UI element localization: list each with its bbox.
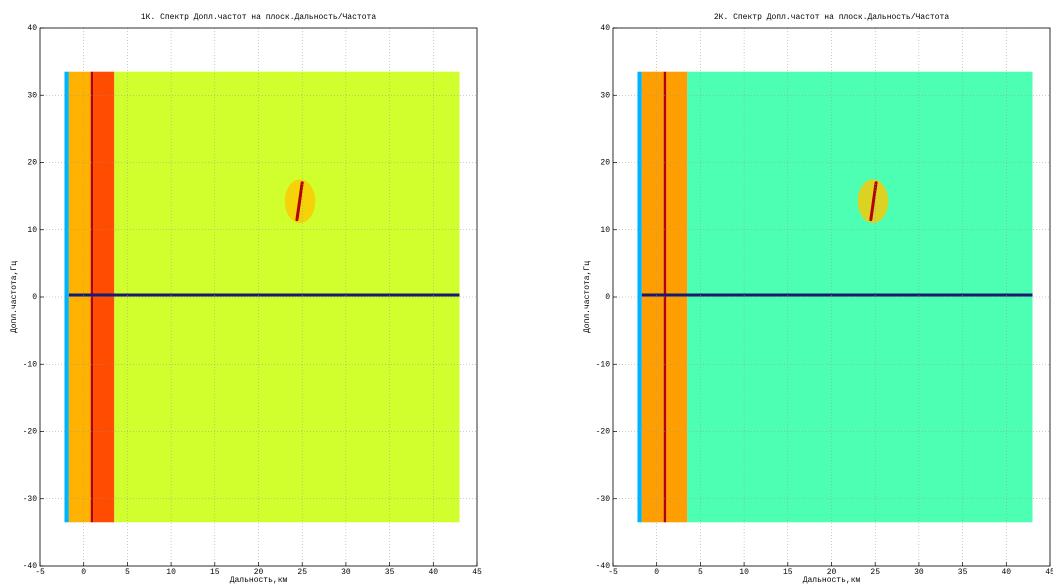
y-tick-label: 40 — [600, 24, 610, 33]
chart-title: 2К. Спектр Допл.частот на плоск.Дальност… — [714, 13, 949, 22]
target-streak — [295, 181, 304, 222]
x-tick-label: 25 — [297, 568, 307, 577]
y-tick-label: -40 — [596, 562, 611, 571]
x-tick-label: 30 — [341, 568, 351, 577]
axes-box — [612, 27, 1051, 567]
x-tick-label: 0 — [81, 568, 86, 577]
x-tick-label: 10 — [739, 568, 749, 577]
heatmap-column — [64, 71, 69, 523]
y-axis-label: Допл.частота,Гц — [583, 261, 592, 333]
chart-title: 1К. Спектр Допл.частот на плоск.Дальност… — [141, 13, 376, 22]
y-tick-label: -20 — [596, 428, 611, 437]
y-tick-label: 0 — [32, 293, 37, 302]
y-tick-label: -30 — [23, 495, 38, 504]
y-tick-label: 30 — [27, 91, 37, 100]
target-streak — [869, 181, 878, 222]
chart: -5 0 5 10 15 20 25 30 35 40 45 -40 -30 -20 -10 0 10 20 30 4… — [583, 13, 1053, 585]
x-axis-label: Дальность,км — [803, 576, 861, 585]
y-tick-label: -10 — [596, 360, 611, 369]
x-tick-label: -5 — [608, 568, 618, 577]
y-tick-label: 30 — [600, 91, 610, 100]
x-tick-label: 40 — [428, 568, 438, 577]
heatmap-column — [663, 71, 667, 523]
y-tick-label: -10 — [23, 360, 38, 369]
y-tick-label: 20 — [600, 159, 610, 168]
x-tick-label: 10 — [166, 568, 176, 577]
axes-box — [39, 27, 478, 567]
x-tick-label: 15 — [783, 568, 793, 577]
x-tick-label: 45 — [1045, 568, 1053, 577]
x-axis-label: Дальность,км — [230, 576, 288, 585]
x-tick-label: 30 — [914, 568, 924, 577]
x-tick-label: 40 — [1001, 568, 1011, 577]
x-tick-label: 35 — [385, 568, 395, 577]
x-tick-label: 15 — [210, 568, 220, 577]
y-tick-label: 20 — [27, 159, 37, 168]
x-tick-label: 5 — [125, 568, 130, 577]
y-tick-label: -30 — [596, 495, 611, 504]
x-tick-label: -5 — [35, 568, 45, 577]
x-tick-label: 45 — [472, 568, 482, 577]
x-tick-label: 20 — [254, 568, 264, 577]
y-tick-label: 40 — [27, 24, 37, 33]
x-tick-label: 25 — [870, 568, 880, 577]
x-tick-label: 35 — [958, 568, 968, 577]
y-tick-label: 0 — [605, 293, 610, 302]
x-tick-label: 0 — [654, 568, 659, 577]
y-tick-label: -40 — [23, 562, 38, 571]
y-tick-label: 10 — [600, 226, 610, 235]
y-axis-label: Допл.частота,Гц — [10, 261, 19, 333]
heatmap-column — [90, 71, 94, 523]
y-tick-label: 10 — [27, 226, 37, 235]
x-tick-label: 20 — [827, 568, 837, 577]
y-tick-label: -20 — [23, 428, 38, 437]
x-tick-label: 5 — [698, 568, 703, 577]
heatmap-column — [637, 71, 642, 523]
chart: -5 0 5 10 15 20 25 30 35 40 45 -40 -30 -20 -10 0 10 20 30 4… — [10, 13, 482, 585]
